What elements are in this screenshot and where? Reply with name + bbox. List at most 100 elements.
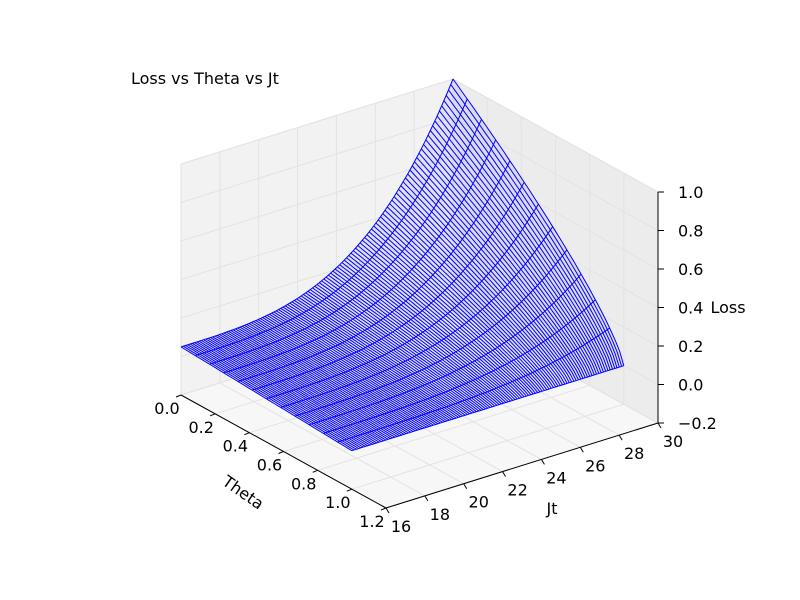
surface-patch [375, 416, 392, 426]
surface-patch [436, 236, 454, 254]
surface-patch [423, 282, 441, 297]
surface-patch [475, 313, 493, 329]
surface-patch [495, 262, 512, 283]
surface-patch [328, 348, 346, 359]
surface-patch [462, 236, 479, 255]
surface-patch [338, 401, 355, 411]
surface-patch [473, 219, 491, 240]
surface-patch [392, 229, 409, 246]
surface-patch [562, 252, 579, 280]
surface-patch [457, 206, 474, 227]
surface-patch [340, 285, 357, 298]
surface-patch [409, 339, 426, 352]
z-tick-label: 0.8 [678, 222, 703, 241]
surface-patch [517, 331, 535, 350]
surface-patch [274, 382, 292, 392]
surface-patch [423, 253, 440, 270]
surface-patch [407, 297, 425, 311]
surface-patch [211, 349, 228, 360]
surface-patch [477, 283, 494, 301]
surface-patch [527, 218, 544, 243]
surface-patch [488, 351, 505, 367]
surface-patch [341, 372, 358, 383]
surface-patch [344, 385, 361, 396]
surface-patch [505, 165, 522, 191]
surface-patch [327, 315, 344, 326]
surface-patch [450, 404, 468, 416]
surface-patch [424, 218, 442, 237]
surface-patch [439, 340, 456, 354]
surface-patch [456, 303, 474, 319]
surface-patch [334, 375, 351, 385]
surface-patch [330, 430, 347, 440]
surface-patch [521, 376, 538, 394]
surface-patch [337, 264, 354, 278]
surface-patch [423, 139, 440, 162]
surface-patch [460, 347, 477, 361]
surface-patch [339, 326, 356, 337]
surface-patch [398, 421, 416, 432]
surface-patch [480, 393, 497, 406]
surface-patch [412, 356, 429, 368]
surface-patch [261, 332, 278, 342]
surface-patch [315, 354, 332, 364]
surface-patch [431, 324, 449, 338]
surface-patch [364, 329, 382, 341]
surface-patch [304, 385, 322, 396]
surface-patch [543, 340, 560, 360]
surface-patch [398, 185, 416, 204]
surface-patch [343, 304, 360, 317]
surface-patch [295, 316, 312, 327]
surface-patch [407, 170, 425, 190]
surface-patch [430, 125, 447, 148]
surface-patch [453, 403, 470, 415]
surface-patch [330, 331, 347, 342]
surface-patch [298, 387, 315, 398]
surface-patch [396, 283, 413, 298]
surface-patch [311, 423, 328, 433]
surface-patch [515, 235, 533, 259]
surface-patch [509, 279, 527, 300]
surface-patch [331, 312, 349, 324]
surface-patch [256, 388, 274, 398]
surface-patch [199, 353, 217, 363]
surface-patch [545, 233, 563, 259]
y-tick-mark [618, 434, 623, 441]
surface-wire-jt [195, 98, 468, 356]
surface-patch [234, 355, 251, 365]
surface-patch [325, 431, 343, 442]
surface-patch [356, 408, 374, 419]
surface-patch [294, 362, 312, 372]
surface-patch [194, 341, 212, 352]
surface-patch [353, 273, 371, 287]
surface-patch [370, 404, 387, 414]
surface-patch [363, 288, 381, 302]
loss-surface [180, 78, 625, 452]
surface-patch [490, 268, 508, 288]
surface-patch [242, 379, 259, 389]
surface-patch [437, 409, 454, 420]
surface-patch [428, 412, 445, 423]
surface-patch [542, 277, 559, 301]
surface-patch [329, 313, 347, 325]
surface-patch [400, 278, 417, 293]
surface-patch [463, 383, 481, 396]
surface-patch [244, 378, 262, 388]
surface-patch [235, 368, 252, 378]
surface-patch [242, 325, 259, 335]
surface-patch [352, 317, 370, 329]
surface-patch [498, 386, 515, 401]
surface-patch [431, 208, 449, 227]
surface-patch [415, 387, 433, 398]
surface-patch [318, 421, 335, 431]
surface-patch [390, 261, 408, 277]
surface-patch [553, 300, 571, 324]
surface-patch [559, 357, 577, 382]
surface-patch [525, 261, 542, 283]
surface-patch [414, 264, 431, 280]
surface-patch [421, 351, 438, 364]
surface-patch [440, 152, 457, 174]
surface-patch [507, 160, 525, 187]
surface-patch [548, 269, 566, 294]
surface-patch [336, 415, 353, 425]
